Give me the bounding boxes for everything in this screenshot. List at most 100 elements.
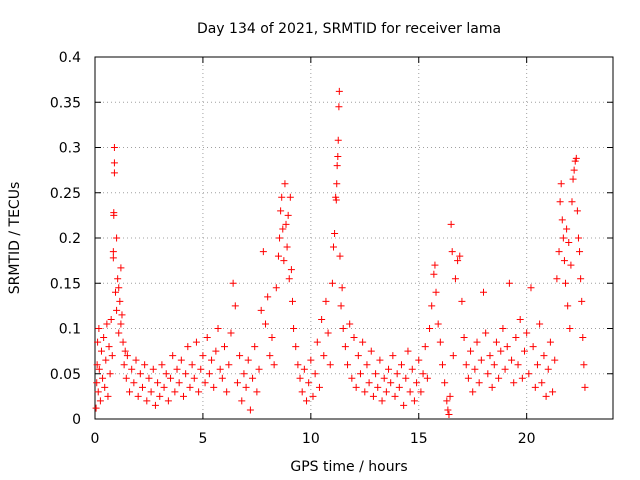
data-point (518, 374, 526, 382)
data-point (553, 275, 561, 283)
data-point (525, 370, 533, 378)
data-point (365, 379, 373, 387)
data-point (315, 383, 323, 391)
data-point (495, 374, 503, 382)
data-point (397, 361, 405, 369)
data-point (374, 383, 382, 391)
data-point (577, 275, 585, 283)
data-point (112, 288, 120, 296)
data-point (490, 361, 498, 369)
data-point (378, 397, 386, 405)
data-point (158, 361, 166, 369)
data-point (533, 361, 541, 369)
data-point (331, 229, 339, 237)
data-point (113, 306, 121, 314)
data-point (303, 397, 311, 405)
data-point (335, 103, 343, 111)
data-point (287, 266, 295, 274)
data-point (277, 207, 285, 215)
data-point (102, 356, 110, 364)
data-point (337, 302, 345, 310)
data-point (93, 379, 101, 387)
data-point (121, 347, 129, 355)
data-point (391, 392, 399, 400)
data-point (514, 361, 522, 369)
data-point (380, 374, 388, 382)
data-point (110, 144, 118, 151)
data-point (298, 388, 306, 396)
data-point (443, 397, 451, 405)
y-tick-label: 0.1 (59, 322, 81, 338)
data-point (225, 361, 233, 369)
data-point (565, 239, 573, 247)
data-point (240, 370, 248, 378)
data-point (186, 383, 194, 391)
grid-layer (95, 57, 613, 419)
data-point (529, 343, 537, 351)
data-point (338, 284, 346, 292)
x-tick-label: 10 (302, 431, 320, 447)
data-point (458, 297, 466, 305)
data-point (333, 162, 341, 170)
data-point (101, 383, 109, 391)
data-point (110, 211, 118, 219)
data-point (567, 261, 575, 269)
data-point (488, 383, 496, 391)
data-point (96, 397, 104, 405)
data-point (126, 388, 134, 396)
data-point (116, 297, 124, 305)
data-point (236, 352, 244, 360)
data-point (134, 392, 142, 400)
data-point (122, 374, 130, 382)
data-point (460, 334, 468, 342)
data-point (94, 338, 102, 346)
data-point (324, 329, 332, 337)
data-point (184, 343, 192, 351)
data-point (434, 320, 442, 328)
data-point (423, 374, 431, 382)
data-point (469, 388, 477, 396)
data-point (113, 234, 121, 242)
data-point (164, 397, 172, 405)
data-point (138, 383, 146, 391)
x-tick-label: 20 (518, 431, 536, 447)
data-point (262, 320, 270, 328)
data-point (492, 338, 500, 346)
data-points (92, 87, 589, 418)
data-point (249, 374, 257, 382)
data-point (276, 234, 284, 242)
data-point (326, 361, 334, 369)
data-point (268, 334, 276, 342)
data-point (451, 275, 459, 283)
y-tick-label: 0.05 (50, 367, 81, 383)
data-point (270, 361, 278, 369)
data-point (283, 243, 291, 251)
data-point (264, 293, 272, 301)
data-point (542, 392, 550, 400)
data-point (546, 338, 554, 346)
data-point (558, 216, 566, 224)
data-point (173, 365, 181, 373)
data-point (92, 404, 100, 412)
data-point (143, 397, 151, 405)
data-point (197, 365, 205, 373)
data-point (313, 338, 321, 346)
data-point (203, 334, 211, 342)
data-point (580, 361, 588, 369)
data-point (216, 365, 224, 373)
data-point (574, 234, 582, 242)
data-point (369, 392, 377, 400)
data-point (581, 383, 589, 391)
data-point (419, 370, 427, 378)
data-point (282, 220, 290, 228)
data-point (199, 352, 207, 360)
x-axis-label: GPS time / hours (290, 459, 407, 475)
data-point (527, 284, 535, 292)
data-point (352, 383, 360, 391)
data-point (309, 392, 317, 400)
data-point (318, 315, 326, 323)
data-point (408, 365, 416, 373)
chart-title: Day 134 of 2021, SRMTID for receiver lam… (197, 21, 501, 37)
data-point (311, 370, 319, 378)
data-point (205, 370, 213, 378)
